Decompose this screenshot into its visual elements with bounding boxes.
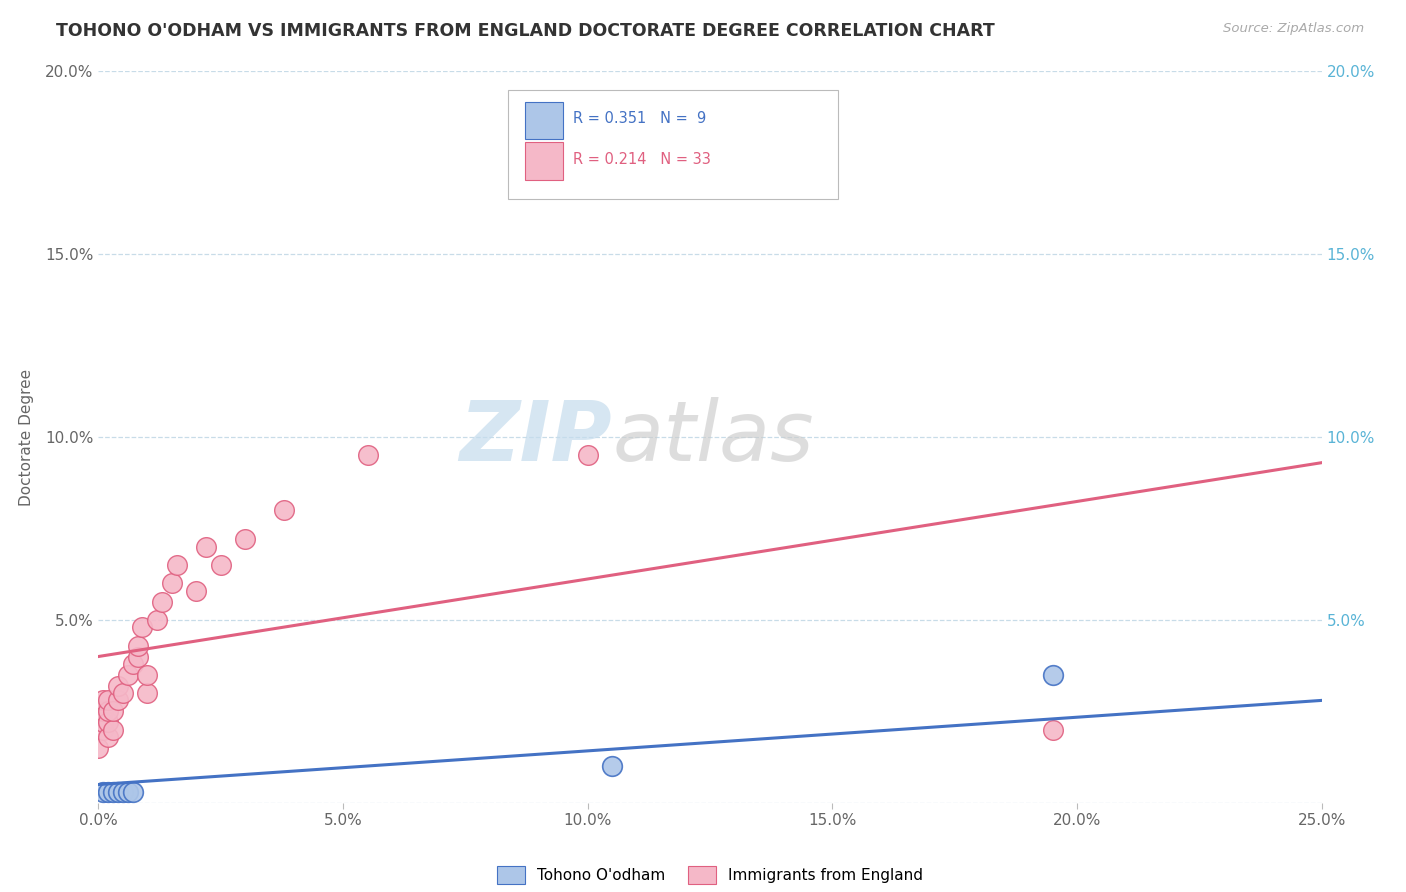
- Point: [131, 620, 153, 634]
- Point: [209, 558, 232, 573]
- Point: [97, 715, 120, 730]
- Point: [111, 686, 134, 700]
- Point: [195, 540, 218, 554]
- Point: [101, 705, 124, 719]
- Point: [91, 705, 114, 719]
- Point: [91, 785, 114, 799]
- Point: [107, 785, 129, 799]
- Text: R = 0.214   N = 33: R = 0.214 N = 33: [574, 152, 711, 167]
- Point: [97, 785, 120, 799]
- Legend: Tohono O'odham, Immigrants from England: Tohono O'odham, Immigrants from England: [491, 861, 929, 890]
- Point: [186, 583, 208, 598]
- Point: [87, 740, 110, 755]
- Point: [91, 693, 114, 707]
- Point: [136, 667, 159, 681]
- FancyBboxPatch shape: [508, 90, 838, 200]
- Text: Source: ZipAtlas.com: Source: ZipAtlas.com: [1223, 22, 1364, 36]
- Point: [356, 449, 378, 463]
- Point: [1042, 667, 1064, 681]
- Point: [97, 730, 120, 744]
- Y-axis label: Doctorate Degree: Doctorate Degree: [20, 368, 34, 506]
- FancyBboxPatch shape: [526, 143, 564, 179]
- Point: [160, 576, 183, 591]
- Point: [600, 759, 623, 773]
- Point: [121, 785, 143, 799]
- Point: [146, 613, 169, 627]
- Point: [117, 667, 139, 681]
- Text: atlas: atlas: [612, 397, 814, 477]
- Point: [127, 639, 149, 653]
- Text: ZIP: ZIP: [460, 397, 612, 477]
- FancyBboxPatch shape: [526, 102, 564, 139]
- Point: [136, 686, 159, 700]
- Point: [101, 785, 124, 799]
- Point: [576, 449, 599, 463]
- Point: [111, 785, 134, 799]
- Point: [91, 715, 114, 730]
- Point: [117, 785, 139, 799]
- Point: [91, 723, 114, 737]
- Point: [233, 533, 256, 547]
- Text: R = 0.351   N =  9: R = 0.351 N = 9: [574, 112, 706, 127]
- Point: [101, 723, 124, 737]
- Point: [97, 705, 120, 719]
- Point: [273, 503, 295, 517]
- Point: [97, 693, 120, 707]
- Point: [166, 558, 188, 573]
- Point: [107, 693, 129, 707]
- Point: [1042, 723, 1064, 737]
- Point: [150, 594, 173, 608]
- Point: [107, 679, 129, 693]
- Point: [121, 657, 143, 671]
- Point: [127, 649, 149, 664]
- Text: TOHONO O'ODHAM VS IMMIGRANTS FROM ENGLAND DOCTORATE DEGREE CORRELATION CHART: TOHONO O'ODHAM VS IMMIGRANTS FROM ENGLAN…: [56, 22, 995, 40]
